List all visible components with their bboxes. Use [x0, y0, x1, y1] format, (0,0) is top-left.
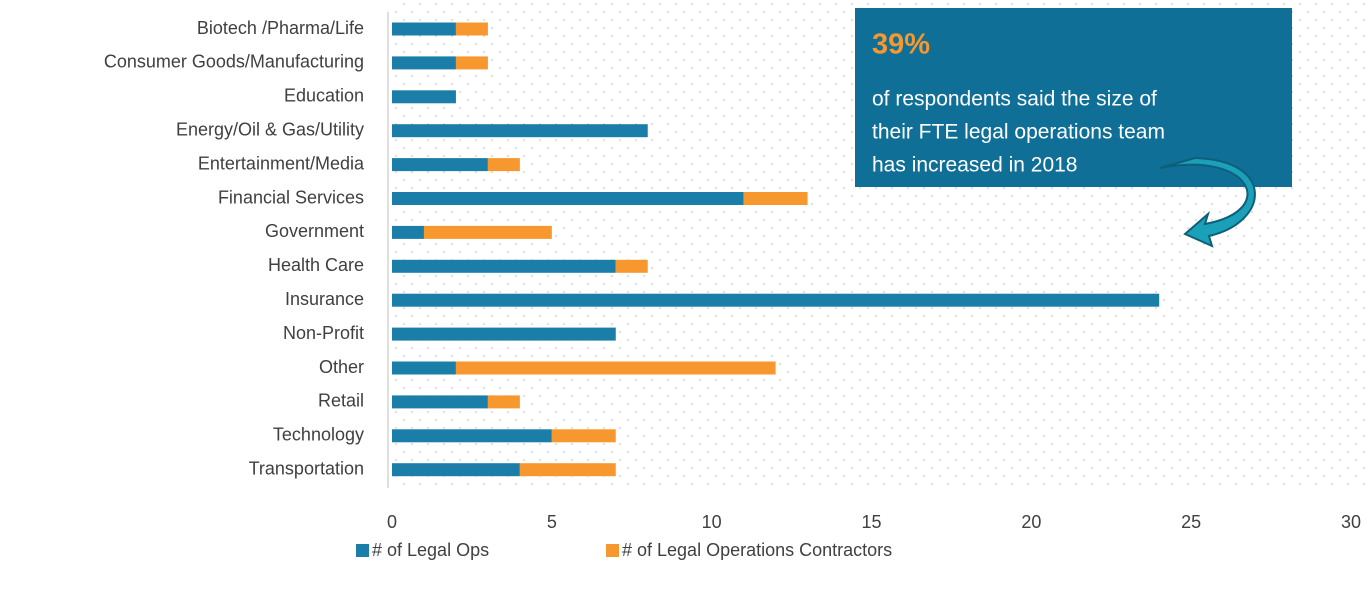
annotation-line: of respondents said the size of [872, 88, 1157, 111]
legend-swatch [606, 544, 619, 557]
bar-segment [392, 158, 488, 172]
bar-segment [551, 429, 616, 443]
bar-segment [392, 463, 520, 477]
annotation-box [855, 8, 1292, 187]
x-tick-label: 25 [1181, 512, 1201, 532]
bar-segment [392, 124, 648, 138]
x-tick-label: 10 [702, 512, 722, 532]
bar-segment [519, 463, 616, 477]
annotation-arrow [1159, 156, 1256, 248]
x-tick-label: 20 [1021, 512, 1041, 532]
bar-segment [487, 395, 520, 409]
annotation-line: their FTE legal operations team [872, 121, 1165, 144]
bar-segment [455, 56, 488, 70]
x-tick-label: 0 [387, 512, 397, 532]
y-tick-label: Education [284, 86, 364, 106]
y-tick-label: Non-Profit [283, 323, 364, 343]
annotation-highlight: 39% [872, 29, 930, 61]
bar-segment [392, 22, 456, 36]
y-tick-label: Retail [318, 391, 364, 411]
bar-segment [392, 395, 488, 409]
bar-segment [392, 429, 552, 443]
y-tick-label: Technology [273, 425, 364, 445]
y-tick-label: Health Care [268, 255, 364, 275]
bar-segment [392, 259, 616, 273]
y-tick-label: Transportation [249, 458, 364, 478]
bar-segment [392, 225, 424, 239]
y-tick-label: Other [319, 357, 364, 377]
bar-segment [615, 259, 648, 273]
legend-label: # of Legal Ops [372, 540, 489, 560]
bar-segment [743, 192, 808, 205]
bar-segment [455, 361, 776, 375]
y-tick-label: Financial Services [218, 187, 364, 207]
bar-segment [455, 22, 488, 36]
x-tick-label: 30 [1341, 512, 1361, 532]
legend-swatch [356, 544, 369, 557]
bar-segment [487, 158, 520, 172]
bar-segment [392, 192, 744, 205]
bar-segment [392, 361, 456, 375]
x-tick-label: 5 [547, 512, 557, 532]
bar-segment [392, 90, 456, 104]
y-tick-label: Energy/Oil & Gas/Utility [176, 119, 364, 139]
bar-segment [392, 327, 616, 341]
y-tick-label: Biotech /Pharma/Life [197, 18, 364, 38]
x-tick-label: 15 [861, 512, 881, 532]
y-tick-label: Consumer Goods/Manufacturing [104, 52, 364, 72]
y-tick-label: Insurance [285, 289, 364, 309]
y-tick-label: Government [265, 221, 364, 241]
bar-segment [392, 56, 456, 70]
y-tick-label: Entertainment/Media [198, 153, 365, 173]
legend-label: # of Legal Operations Contractors [622, 540, 892, 560]
annotation: 39% of respondents said the size of their … [855, 8, 1292, 248]
bar-segment [423, 225, 552, 239]
annotation-line: has increased in 2018 [872, 154, 1077, 177]
bar-segment [392, 293, 1160, 307]
